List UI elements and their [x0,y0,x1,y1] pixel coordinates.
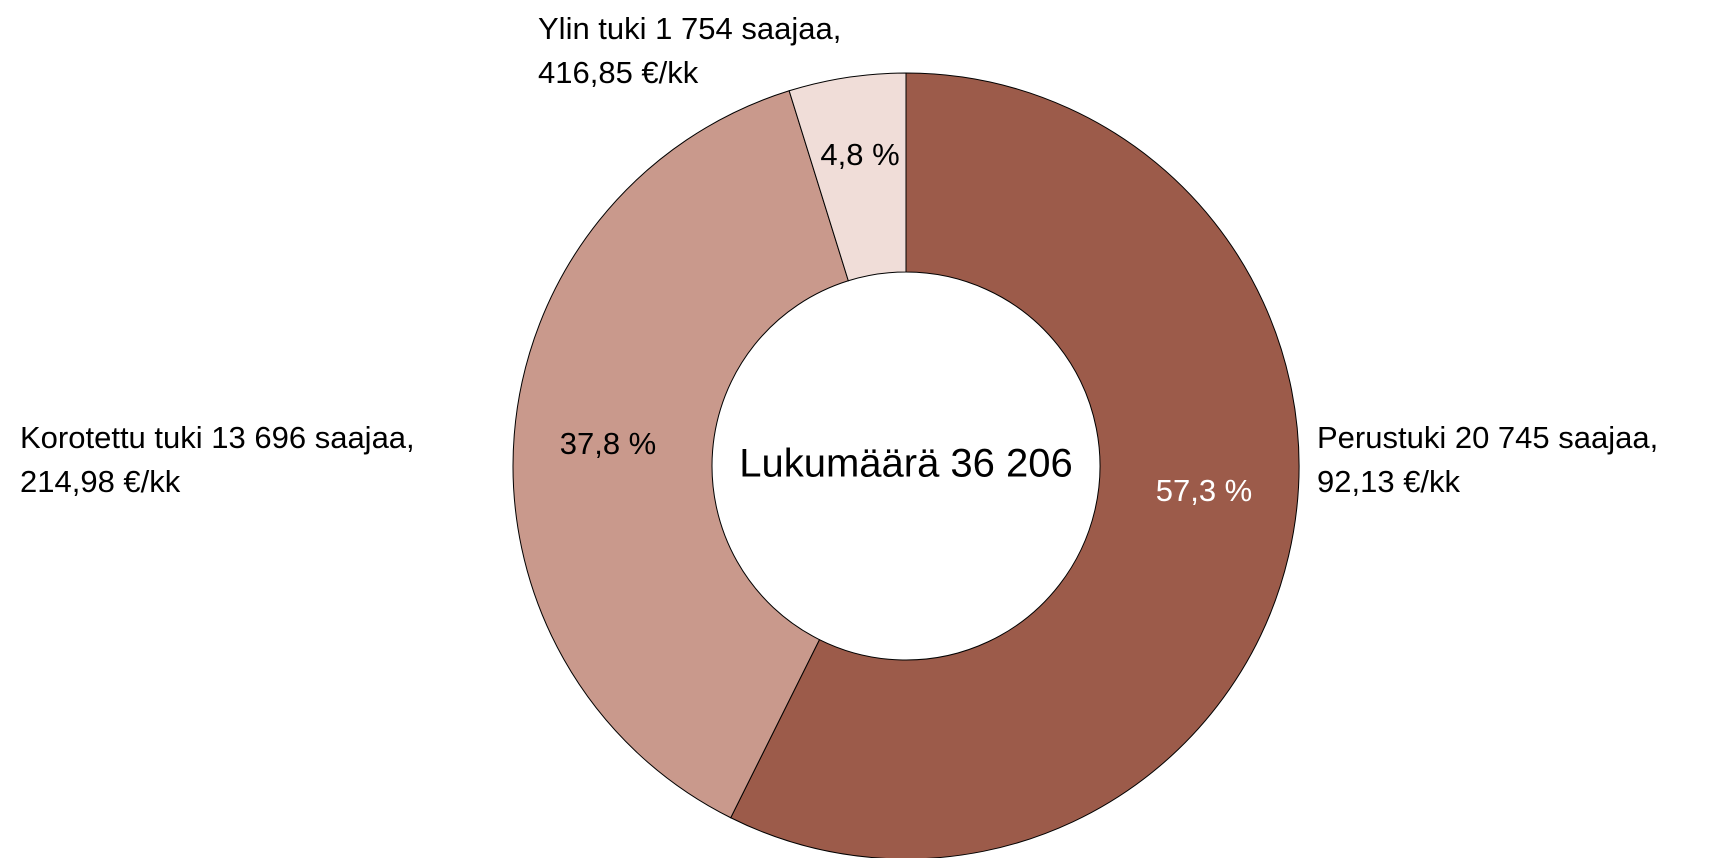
category-label: Korotettu tuki 13 696 saajaa, [20,420,415,455]
donut-slice [512,90,849,819]
category-label: 416,85 €/kk [538,55,699,90]
category-label: Perustuki 20 745 saajaa, [1317,420,1658,455]
donut-slice [788,72,907,282]
donut-slice [730,72,1300,858]
value-label: 57,3 % [1156,473,1253,508]
center-label: Lukumäärä 36 206 [739,442,1073,486]
category-label: Ylin tuki 1 754 saajaa, [538,11,841,46]
value-label: 4,8 % [820,137,899,172]
value-label: 37,8 % [560,426,657,461]
category-label: 92,13 €/kk [1317,464,1461,499]
category-label: 214,98 €/kk [20,464,181,499]
